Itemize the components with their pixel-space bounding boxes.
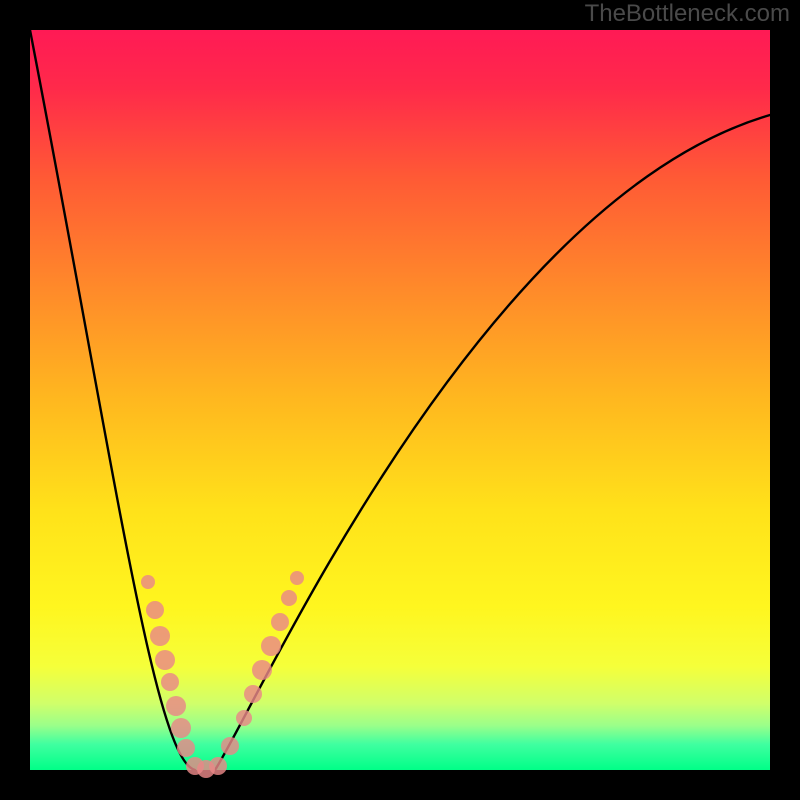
- marker-dot: [177, 739, 195, 757]
- marker-dot: [290, 571, 304, 585]
- marker-dot: [166, 696, 186, 716]
- marker-dot: [141, 575, 155, 589]
- marker-dot: [281, 590, 297, 606]
- marker-dot: [244, 685, 262, 703]
- marker-dot: [252, 660, 272, 680]
- marker-dot: [171, 718, 191, 738]
- marker-dot: [161, 673, 179, 691]
- marker-dot: [271, 613, 289, 631]
- marker-dot: [209, 757, 227, 775]
- marker-dot: [150, 626, 170, 646]
- marker-dot: [221, 737, 239, 755]
- marker-dot: [155, 650, 175, 670]
- bottleneck-plot: [0, 0, 800, 800]
- marker-dot: [236, 710, 252, 726]
- chart-canvas: TheBottleneck.com: [0, 0, 800, 800]
- gradient-background: [30, 30, 770, 770]
- marker-dot: [146, 601, 164, 619]
- marker-dot: [261, 636, 281, 656]
